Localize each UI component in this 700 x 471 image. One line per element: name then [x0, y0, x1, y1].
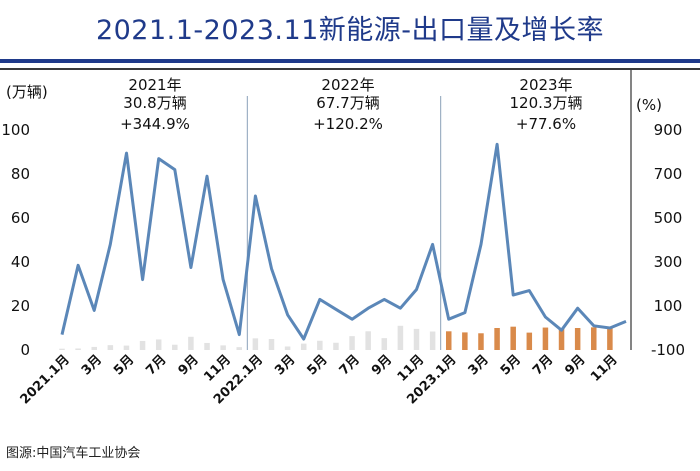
y-left-tick: 100	[1, 121, 30, 139]
annotation-year-2022: 2022年	[321, 76, 374, 94]
x-tick-label: 5月	[498, 352, 524, 378]
y-left-tick: 80	[11, 165, 30, 183]
annotation-year-2021: 2021年	[128, 76, 181, 94]
y-right-tick: 100	[654, 297, 683, 315]
title-underline	[0, 59, 700, 63]
bar-12	[252, 338, 259, 350]
y-right-tick: 500	[654, 209, 683, 227]
annotation-volume-2023: 120.3万辆	[510, 94, 583, 112]
x-tick-label: 3月	[79, 352, 105, 378]
bar-2	[91, 346, 97, 350]
chart-title: 2021.1-2023.11新能源-出口量及增长率	[95, 15, 605, 46]
bar-1	[75, 348, 81, 350]
bar-6	[155, 339, 162, 350]
x-tick-label: 7月	[337, 352, 363, 378]
x-tick-label: 9月	[369, 352, 395, 378]
bar-33	[591, 327, 597, 350]
bar-22	[413, 328, 420, 350]
bar-23	[429, 331, 436, 350]
y-left-tick: 60	[11, 209, 30, 227]
x-tick-label: 7月	[143, 352, 169, 378]
bar-18	[349, 336, 355, 350]
annotation-year-2023: 2023年	[519, 76, 572, 94]
bar-13	[268, 339, 275, 350]
bar-25	[462, 332, 468, 350]
x-tick-label: 9月	[562, 352, 588, 378]
bar-0	[59, 348, 65, 350]
y-left-tick: 0	[20, 341, 30, 359]
annotation-volume-2022: 67.7万辆	[316, 94, 379, 112]
bar-10	[220, 345, 226, 350]
y-left-tick: 20	[11, 297, 30, 315]
x-tick-label: 11月	[588, 352, 621, 385]
bar-34	[607, 328, 613, 350]
bar-26	[478, 333, 484, 350]
bar-5	[139, 340, 146, 350]
bar-19	[365, 331, 371, 350]
x-tick-label: 3月	[466, 352, 492, 378]
y-left-tick: 40	[11, 253, 30, 271]
annotation-growth-2021: +344.9%	[120, 115, 190, 133]
bar-14	[284, 346, 291, 350]
bar-11	[236, 347, 243, 350]
source-note: 图源:中国汽车工业协会	[6, 446, 141, 461]
x-tick-label: 5月	[304, 352, 330, 378]
bar-17	[333, 342, 339, 350]
bar-29	[526, 332, 533, 350]
y-right-tick: 900	[654, 121, 683, 139]
x-tick-label: 7月	[530, 352, 556, 378]
bar-4	[123, 345, 130, 350]
bar-16	[317, 340, 323, 350]
bar-30	[542, 327, 549, 350]
y-right-axis-label: (%)	[636, 96, 662, 114]
x-tick-label: 9月	[176, 352, 202, 378]
bar-24	[445, 331, 452, 350]
annotation-growth-2022: +120.2%	[313, 115, 383, 133]
bar-21	[397, 325, 404, 350]
x-tick-label: 2021.1月	[18, 352, 73, 407]
bar-3	[107, 345, 114, 350]
chart-frame-top	[0, 68, 700, 70]
x-tick-label: 3月	[272, 352, 298, 378]
growth-rate-line	[60, 142, 627, 341]
bar-8	[188, 336, 194, 350]
bar-20	[381, 338, 388, 350]
bar-32	[574, 328, 581, 350]
bar-31	[558, 328, 565, 350]
y-left-axis-label: (万辆)	[6, 83, 48, 101]
y-right-tick: -100	[651, 341, 685, 359]
bar-15	[300, 343, 307, 350]
y-right-tick: 300	[654, 253, 683, 271]
x-tick-label: 5月	[111, 352, 137, 378]
annotation-volume-2021: 30.8万辆	[123, 94, 186, 112]
annotation-growth-2023: +77.6%	[516, 115, 576, 133]
bar-7	[172, 344, 178, 350]
bar-28	[510, 326, 516, 350]
y-right-tick: 700	[654, 165, 683, 183]
bar-27	[494, 328, 500, 350]
bar-9	[204, 342, 210, 350]
